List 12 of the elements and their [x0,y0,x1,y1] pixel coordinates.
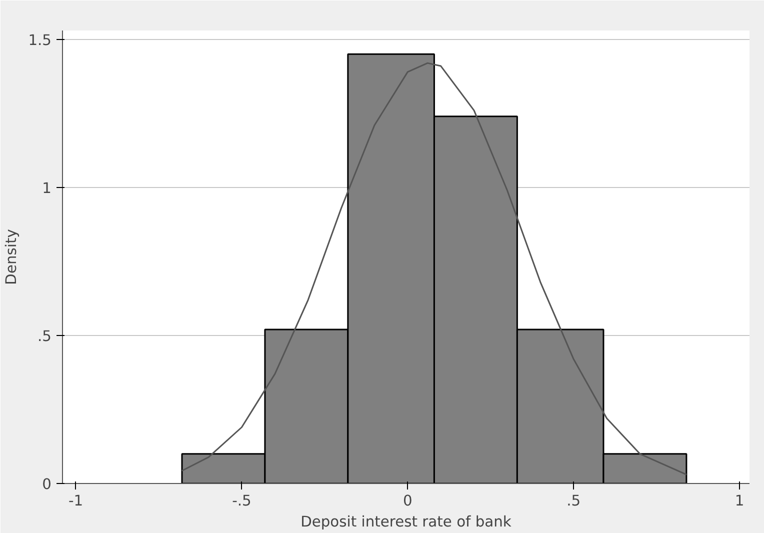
y-tick-label: .5 [38,328,52,345]
y-axis-title: Density [3,228,20,285]
y-tick-label: 0 [42,476,52,493]
x-axis-title: Deposit interest rate of bank [300,514,512,530]
y-tick-label: 1 [42,180,52,197]
line-series [181,62,688,476]
x-tick-label: -1 [68,492,84,510]
x-tick-label: .5 [566,492,581,510]
x-tick-label: 0 [402,492,412,510]
y-tick-label: 1.5 [28,32,52,49]
x-tick-label: -.5 [232,492,252,510]
x-tick-label: 1 [734,492,744,510]
